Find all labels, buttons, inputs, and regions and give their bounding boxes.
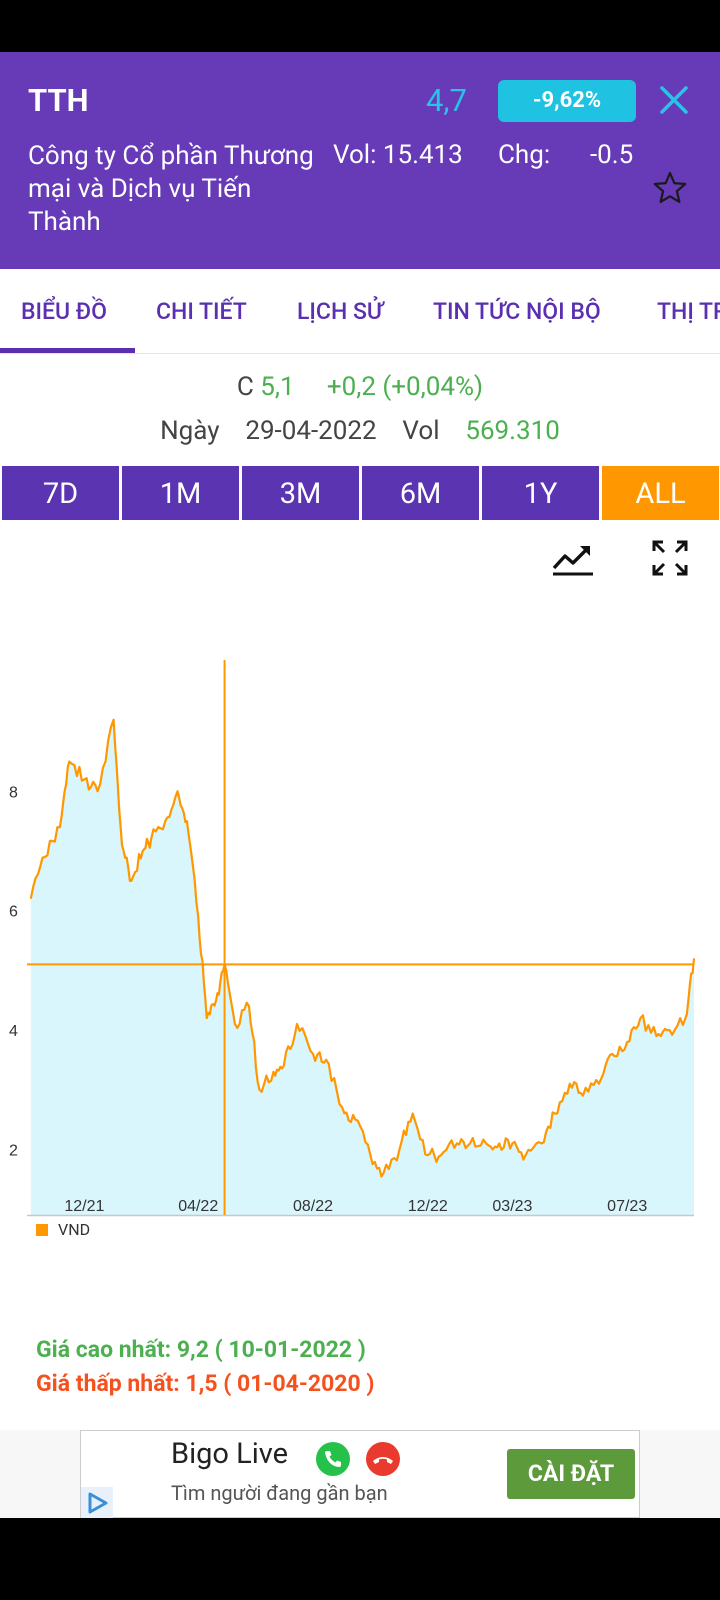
change-label: Chg: (498, 140, 551, 170)
tab-details[interactable]: CHI TIẾT (156, 298, 247, 325)
close-label: C (236, 372, 254, 402)
price-summary: C 5,1 +0,2 (+0,04%) (0, 372, 720, 402)
range-all-button[interactable]: ALL (602, 466, 719, 520)
x-tick-label: 04/22 (178, 1198, 218, 1215)
x-tick-label: 08/22 (293, 1198, 333, 1215)
range-selector: 7D 1M 3M 6M 1Y ALL (0, 466, 720, 520)
x-tick-label: 12/21 (64, 1198, 104, 1215)
tab-bar: BIỂU ĐỒ CHI TIẾT LỊCH SỬ TIN TỨC NỘI BỘ … (0, 269, 720, 354)
phone-hangup-icon (366, 1442, 400, 1476)
tab-market[interactable]: THỊ TRƯỜNG (657, 298, 720, 325)
highest-price: Giá cao nhất: 9,2 ( 10-01-2022 ) (36, 1336, 366, 1363)
price-chart[interactable]: 2 4 6 8 12/21 04/22 08/22 12/22 03/23 07/23 (0, 600, 720, 1240)
date-volume-summary: Ngày 29-04-2022 Vol 569.310 (0, 416, 720, 446)
date-value: 29-04-2022 (245, 416, 377, 446)
x-tick-label: 03/23 (492, 1198, 532, 1215)
ad-subtitle: Tìm người đang gần bạn (171, 1481, 388, 1505)
change-value: -0.5 (590, 140, 634, 170)
phone-call-icon (316, 1442, 350, 1476)
legend-swatch (36, 1224, 48, 1236)
price-line (29, 718, 696, 1178)
tab-chart[interactable]: BIỂU ĐỒ (21, 298, 107, 325)
system-nav-bar (0, 1518, 720, 1600)
volume-text: Vol: 15.413 (333, 140, 463, 170)
volume-value: 569.310 (465, 416, 560, 446)
lowest-price: Giá thấp nhất: 1,5 ( 01-04-2020 ) (36, 1370, 375, 1397)
active-tab-indicator (0, 348, 135, 353)
ad-choices-icon[interactable] (81, 1487, 113, 1519)
current-price: 4,7 (426, 82, 467, 119)
price-chart-svg: 2 4 6 8 12/21 04/22 08/22 12/22 03/23 07/23 (9, 660, 696, 1217)
x-tick-label: 07/23 (607, 1198, 647, 1215)
close-change: +0,2 (+0,04%) (326, 372, 484, 402)
price-area (30, 719, 695, 1215)
y-tick-label: 8 (9, 784, 18, 801)
y-tick-label: 4 (9, 1023, 18, 1040)
trend-chart-icon[interactable] (550, 538, 596, 578)
ad-banner-area: Bigo Live Tìm người đang gần bạn CÀI ĐẶT (0, 1430, 720, 1519)
range-1y-button[interactable]: 1Y (482, 466, 599, 520)
tab-history[interactable]: LỊCH SỬ (297, 298, 384, 325)
legend-label: VND (58, 1220, 91, 1239)
close-icon[interactable] (654, 80, 694, 120)
change-percent-badge: -9,62% (498, 80, 636, 122)
volume-label: Vol (402, 416, 440, 446)
ad-title: Bigo Live (171, 1437, 289, 1471)
range-6m-button[interactable]: 6M (362, 466, 479, 520)
status-bar (0, 0, 720, 52)
close-value: 5,1 (260, 372, 295, 402)
ticker-symbol: TTH (28, 82, 89, 119)
x-tick-label: 12/22 (408, 1198, 448, 1215)
ad-banner[interactable]: Bigo Live Tìm người đang gần bạn CÀI ĐẶT (80, 1430, 640, 1519)
range-1m-button[interactable]: 1M (122, 466, 239, 520)
date-label: Ngày (160, 416, 220, 446)
tab-insider-news[interactable]: TIN TỨC NỘI BỘ (433, 298, 601, 325)
star-icon[interactable] (650, 168, 690, 208)
ad-install-button[interactable]: CÀI ĐẶT (507, 1449, 635, 1499)
fullscreen-icon[interactable] (650, 538, 690, 578)
chart-legend: VND (36, 1220, 90, 1239)
y-tick-label: 2 (9, 1142, 18, 1159)
company-name: Công ty Cổ phần Thương mại và Dịch vụ Ti… (28, 141, 314, 237)
range-3m-button[interactable]: 3M (242, 466, 359, 520)
stock-header: TTH 4,7 -9,62% Công ty Cổ phần Thương mạ… (0, 52, 720, 269)
y-tick-label: 6 (9, 904, 18, 921)
range-7d-button[interactable]: 7D (2, 466, 119, 520)
